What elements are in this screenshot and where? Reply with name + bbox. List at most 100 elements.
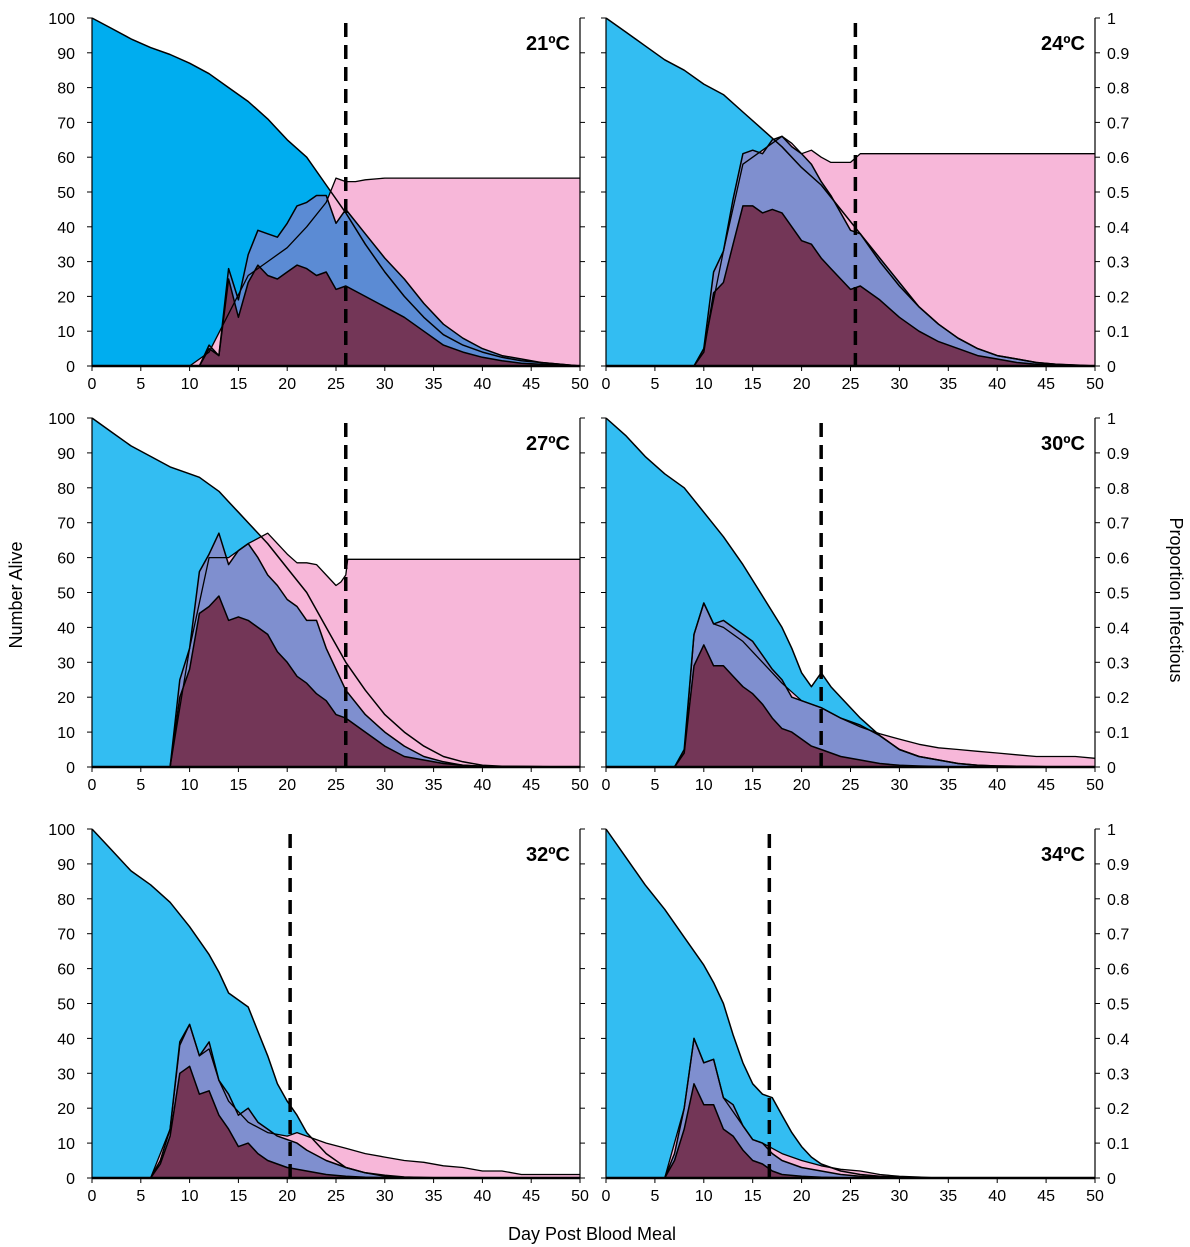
y-right-tick-label: 0.4 <box>1107 220 1129 237</box>
y-right-tick-label: 1 <box>1107 11 1116 28</box>
infected-line <box>606 135 1096 367</box>
y-tick-label: 90 <box>57 446 75 463</box>
x-tick-label: 25 <box>842 777 860 794</box>
y-right-tick-label: 0.4 <box>1107 1031 1129 1048</box>
x-tick-label: 20 <box>793 376 811 393</box>
x-tick-label: 0 <box>602 1188 611 1205</box>
x-tick-label: 35 <box>425 777 443 794</box>
y-right-tick-label: 0.6 <box>1107 150 1129 167</box>
x-tick-label: 45 <box>522 777 540 794</box>
infected-line <box>92 532 581 768</box>
y-tick-label: 30 <box>57 655 75 672</box>
x-tick-label: 45 <box>522 376 540 393</box>
x-tick-label: 15 <box>744 376 762 393</box>
y-tick-label: 70 <box>57 927 75 944</box>
infectious-line <box>92 595 581 768</box>
y-axis-label-left: Number Alive <box>6 541 26 648</box>
x-tick-label: 10 <box>695 376 713 393</box>
y-tick-label: 40 <box>57 220 75 237</box>
infectious-area <box>606 644 1095 767</box>
x-tick-label: 20 <box>278 777 296 794</box>
y-tick-label: 100 <box>48 822 75 839</box>
y-tick-label: 50 <box>57 185 75 202</box>
x-tick-label: 5 <box>650 1188 659 1205</box>
infectious-area <box>606 205 1095 366</box>
x-tick-label: 30 <box>376 777 394 794</box>
panel-0: 0 5 10 15 20 25 30 35 40 45 50 0 10 20 30 40 50 60 70 80 90 1… <box>48 11 589 393</box>
x-tick-label: 0 <box>602 777 611 794</box>
x-tick-label: 40 <box>988 1188 1006 1205</box>
panel-title: 27ºC <box>526 433 570 455</box>
y-tick-label: 40 <box>57 620 75 637</box>
y-tick-label: 0 <box>66 1171 75 1188</box>
alive-area <box>92 18 580 366</box>
y-tick-label: 50 <box>57 997 75 1014</box>
panel-title: 24ºC <box>1041 33 1085 55</box>
y-tick-label: 40 <box>57 1031 75 1048</box>
y-right-tick-label: 0.3 <box>1107 655 1129 672</box>
y-right-tick-label: 0.9 <box>1107 46 1129 63</box>
y-right-tick-label: 0.8 <box>1107 481 1129 498</box>
x-tick-label: 0 <box>88 376 97 393</box>
y-right-tick-label: 0.4 <box>1107 620 1129 637</box>
y-tick-label: 80 <box>57 892 75 909</box>
x-tick-label: 10 <box>181 1188 199 1205</box>
y-tick-label: 80 <box>57 481 75 498</box>
y-tick-label: 60 <box>57 551 75 568</box>
panel-4: 0 5 10 15 20 25 30 35 40 45 50 0 10 20 30 40 50 60 70 80 90 1… <box>48 822 589 1205</box>
y-right-tick-label: 1 <box>1107 411 1116 428</box>
infected-line <box>606 1037 1095 1179</box>
x-tick-label: 30 <box>891 777 909 794</box>
alive-line <box>91 17 581 367</box>
x-tick-label: 40 <box>988 777 1006 794</box>
infected-line <box>92 1023 580 1179</box>
panel-5: 0 5 10 15 20 25 30 35 40 45 5000.10.20.30.40.50.60… <box>601 822 1129 1205</box>
infectious-area <box>92 596 580 767</box>
x-tick-label: 5 <box>136 376 145 393</box>
x-tick-label: 35 <box>939 376 957 393</box>
panel-title: 21ºC <box>526 33 570 55</box>
x-tick-label: 10 <box>695 777 713 794</box>
x-tick-label: 40 <box>988 376 1006 393</box>
y-right-tick-label: 0.8 <box>1107 81 1129 98</box>
x-tick-label: 35 <box>425 376 443 393</box>
x-tick-label: 0 <box>602 376 611 393</box>
x-tick-label: 35 <box>939 1188 957 1205</box>
alive-line <box>91 417 581 768</box>
y-right-tick-label: 0.2 <box>1107 1101 1129 1118</box>
x-tick-label: 40 <box>474 777 492 794</box>
x-tick-label: 45 <box>522 1188 540 1205</box>
panel-title: 34ºC <box>1041 844 1085 866</box>
x-tick-label: 15 <box>744 777 762 794</box>
x-tick-label: 5 <box>136 1188 145 1205</box>
x-tick-label: 25 <box>327 777 345 794</box>
y-tick-label: 90 <box>57 857 75 874</box>
x-tick-label: 20 <box>278 376 296 393</box>
x-tick-label: 10 <box>181 777 199 794</box>
y-right-tick-label: 0.3 <box>1107 255 1129 272</box>
panel-title: 30ºC <box>1041 433 1085 455</box>
x-tick-label: 15 <box>230 777 248 794</box>
y-right-tick-label: 0.3 <box>1107 1066 1129 1083</box>
infectious-line <box>92 1065 580 1179</box>
y-tick-label: 50 <box>57 586 75 603</box>
y-tick-label: 10 <box>57 1136 75 1153</box>
x-tick-label: 15 <box>744 1188 762 1205</box>
x-tick-label: 30 <box>891 376 909 393</box>
y-right-tick-label: 0.6 <box>1107 551 1129 568</box>
y-tick-label: 70 <box>57 115 75 132</box>
x-tick-label: 50 <box>1086 376 1104 393</box>
alive-area <box>606 418 1095 767</box>
infectious-area <box>606 1083 1095 1178</box>
y-right-tick-label: 0.5 <box>1107 185 1129 202</box>
alive-area <box>92 829 580 1178</box>
x-tick-label: 15 <box>230 1188 248 1205</box>
x-tick-label: 25 <box>842 376 860 393</box>
x-tick-label: 50 <box>571 376 589 393</box>
y-right-tick-label: 0.8 <box>1107 892 1129 909</box>
x-tick-label: 20 <box>793 777 811 794</box>
y-right-tick-label: 0.7 <box>1107 115 1129 132</box>
x-tick-label: 30 <box>891 1188 909 1205</box>
y-right-tick-label: 1 <box>1107 822 1116 839</box>
